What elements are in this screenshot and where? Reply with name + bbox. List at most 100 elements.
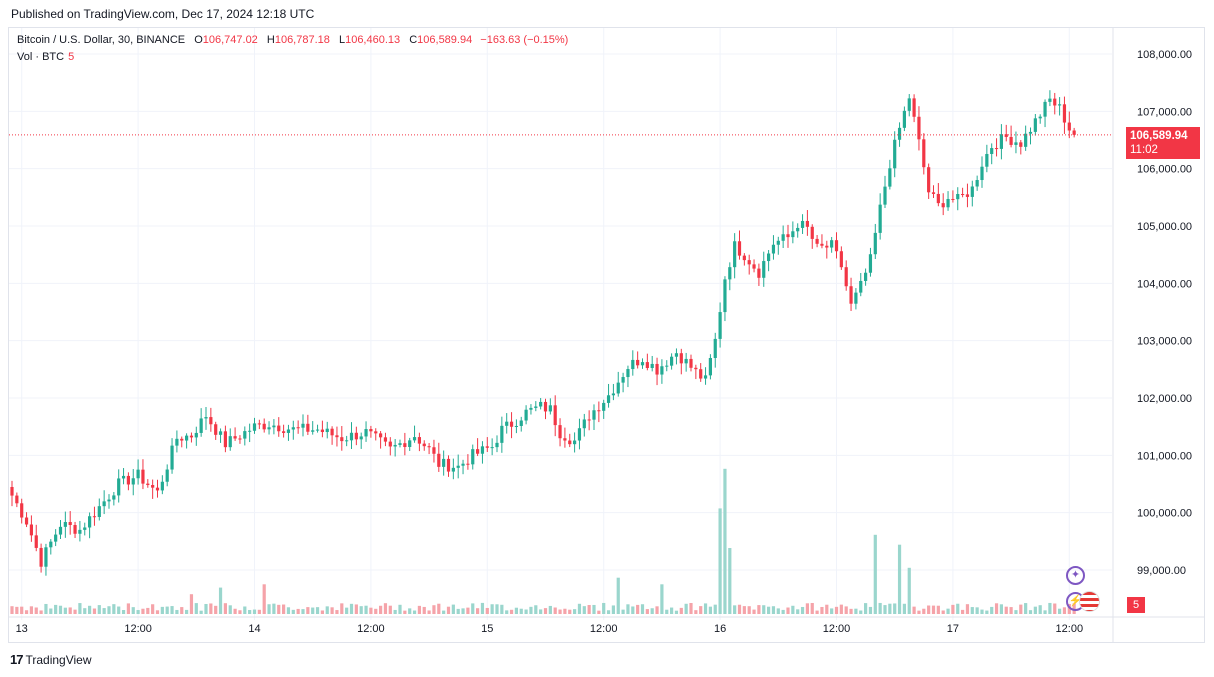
y-tick-label: 103,000.00 (1137, 336, 1192, 348)
candle-body (931, 192, 936, 194)
volume-bar (393, 609, 397, 614)
candle-body (330, 428, 334, 436)
candle-body (315, 429, 320, 431)
candle-body (442, 458, 446, 467)
candle-body (640, 362, 645, 366)
candle-body (354, 432, 358, 440)
candle-body (602, 402, 606, 411)
volume-bar (946, 608, 950, 614)
candle-body (349, 432, 354, 441)
symbol-title[interactable]: Bitcoin / U.S. Dollar, 30, BINANCE (17, 34, 186, 46)
candle-body (214, 424, 218, 435)
volume-bar (752, 609, 756, 614)
volume-bar (311, 607, 315, 614)
us-flag-icon[interactable] (1079, 591, 1100, 612)
candle-body (204, 417, 208, 419)
candle-body (427, 446, 431, 448)
candle-body (311, 430, 315, 432)
volume-bar (956, 603, 960, 614)
volume-bar (437, 603, 441, 614)
close-label: C (409, 34, 418, 46)
candle-body (684, 358, 688, 364)
candle-body (917, 116, 921, 140)
volume-bar (1014, 610, 1018, 614)
volume-bar (994, 603, 999, 614)
volume-bar (650, 608, 654, 614)
volume-bar (1058, 608, 1062, 614)
candle-body (757, 268, 761, 278)
candle-body (912, 98, 916, 117)
candle-body (568, 440, 572, 445)
volume-bar (655, 606, 659, 614)
candle-body (626, 369, 630, 378)
volume-label[interactable]: Vol · BTC (17, 51, 65, 63)
candle-body (927, 167, 931, 193)
volume-bar (757, 605, 761, 614)
candle-body (1058, 104, 1062, 106)
candle-body (277, 425, 281, 432)
candle-body (820, 243, 824, 246)
volume-bar (442, 610, 446, 614)
candle-body (432, 447, 436, 454)
candle-body (742, 255, 746, 261)
candle-body (228, 436, 232, 448)
candle-body (49, 541, 53, 548)
candle-body (272, 425, 276, 428)
volume-bar (660, 584, 664, 614)
candle-body (970, 186, 974, 197)
candle-body (44, 547, 48, 567)
volume-bar (131, 607, 135, 614)
candle-body (534, 406, 538, 408)
candle-body (141, 469, 145, 484)
candle-body (897, 127, 902, 140)
candle-body (786, 234, 790, 238)
volume-bar (24, 610, 29, 614)
candle-body (417, 437, 421, 444)
volume-bar (44, 603, 48, 614)
candle-body (10, 486, 14, 496)
volume-bar (1024, 603, 1028, 614)
candle-body (233, 436, 237, 439)
volume-bar (277, 604, 281, 614)
volume-bar (383, 603, 388, 614)
candle-body (791, 231, 795, 238)
volume-bar (257, 609, 261, 614)
volume-bar (762, 605, 766, 614)
candle-body (15, 495, 19, 504)
volume-bar (403, 610, 407, 614)
candle-body (97, 506, 101, 517)
candle-body (825, 245, 829, 248)
candle-body (703, 375, 708, 379)
volume-bar (597, 610, 601, 614)
volume-bar (626, 604, 630, 614)
volume-bar (548, 605, 552, 614)
volume-bar (990, 606, 994, 614)
candle-body (694, 367, 698, 370)
volume-bar (553, 607, 557, 614)
candle-body (961, 194, 965, 196)
volume-bar (214, 605, 218, 614)
sparkle-icon[interactable]: ✦ (1066, 566, 1085, 585)
candle-body (262, 423, 266, 430)
volume-bar (34, 607, 38, 614)
candle-body (165, 469, 169, 482)
candle-body (844, 267, 848, 287)
volume-bar (471, 603, 475, 614)
tradingview-logo[interactable]: 17 TradingView (10, 652, 92, 667)
volume-bar (509, 609, 514, 614)
volume-bar (907, 567, 911, 614)
candle-body (267, 427, 271, 430)
candle-body (446, 458, 451, 472)
volume-bar (878, 602, 882, 614)
candle-body (155, 487, 160, 491)
x-tick-label: 15 (481, 623, 493, 635)
volume-bar (805, 603, 809, 614)
volume-bar (519, 608, 523, 614)
candle-body (306, 423, 310, 432)
candle-body (990, 148, 994, 154)
candle-body (282, 431, 286, 433)
candle-body (922, 139, 926, 168)
volume-bar (476, 608, 480, 614)
candle-body (364, 429, 368, 437)
